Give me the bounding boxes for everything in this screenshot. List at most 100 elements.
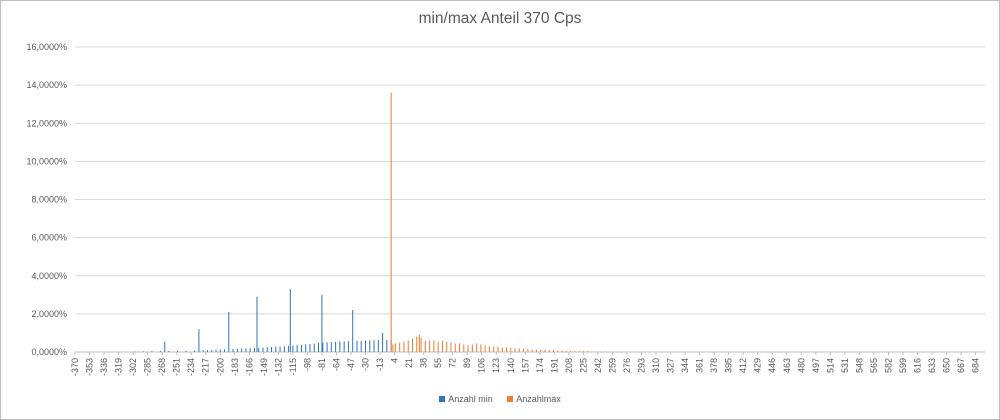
x-tick-label: 446 [767, 358, 777, 373]
x-tick-label: 327 [666, 358, 676, 373]
x-tick-label: -234 [186, 358, 196, 376]
y-tick-label: 2,0000% [31, 309, 67, 319]
bar-anzahlmax [394, 343, 396, 352]
x-tick-label: -81 [317, 358, 327, 371]
bar-anzahl-min [330, 342, 332, 352]
bar-anzahlmax [582, 351, 584, 352]
legend-label-min: Anzahl min [448, 394, 493, 404]
x-tick-label: 565 [869, 358, 879, 373]
x-tick-label: -183 [230, 358, 240, 376]
x-tick-label: 21 [404, 358, 414, 368]
bar-anzahl-min [142, 351, 144, 352]
bar-anzahlmax [403, 341, 405, 352]
bar-anzahl-min [219, 349, 221, 352]
bar-anzahl-min [322, 342, 324, 352]
bar-anzahl-min [283, 346, 285, 352]
x-tick-label: 599 [898, 358, 908, 373]
bar-anzahl-min [386, 339, 388, 352]
bar-anzahlmax [450, 342, 452, 352]
bar-anzahl-min [134, 351, 136, 353]
bar-anzahlmax [441, 340, 443, 352]
bar-anzahl-min [256, 296, 258, 352]
x-tick-label: -336 [99, 358, 109, 376]
bar-anzahl-min [241, 348, 243, 352]
bar-anzahl-min [318, 343, 320, 352]
x-tick-label: 310 [651, 358, 661, 373]
bar-anzahl-min [262, 347, 264, 352]
x-tick-label: 89 [462, 358, 472, 368]
bar-anzahlmax [501, 347, 503, 352]
bar-anzahl-min [215, 349, 217, 352]
bar-anzahlmax [565, 350, 567, 352]
x-tick-label: 242 [593, 358, 603, 373]
bar-anzahlmax [604, 351, 606, 353]
bar-anzahlmax [514, 348, 516, 352]
x-tick-label: 480 [796, 358, 806, 373]
bar-anzahl-min [253, 347, 255, 352]
x-tick-label: -132 [273, 358, 283, 376]
bar-anzahlmax [578, 351, 580, 352]
x-tick-label: -353 [85, 358, 95, 376]
bar-anzahl-min [279, 346, 281, 352]
bar-anzahlmax [420, 337, 422, 352]
x-tick-label: 344 [680, 358, 690, 373]
x-tick-label: -319 [114, 358, 124, 376]
x-tick-label: -149 [259, 358, 269, 376]
bar-anzahlmax [548, 350, 550, 352]
x-tick-label: -64 [331, 358, 341, 371]
bar-anzahl-min [275, 346, 277, 352]
bar-anzahl-min [296, 345, 298, 352]
bar-anzahlmax [484, 345, 486, 352]
x-tick-label: -13 [375, 358, 385, 371]
bar-anzahlmax [591, 351, 593, 352]
bar-anzahl-min [300, 344, 302, 352]
bar-anzahlmax [476, 343, 478, 352]
x-tick-label: 72 [448, 358, 458, 368]
bar-anzahlmax [433, 340, 435, 352]
x-tick-label: 650 [942, 358, 952, 373]
bar-anzahl-min [206, 350, 208, 352]
x-tick-label: 174 [535, 358, 545, 373]
x-tick-label: 616 [912, 358, 922, 373]
x-tick-label: 463 [782, 358, 792, 373]
x-tick-label: -115 [288, 358, 298, 375]
bar-anzahlmax [523, 348, 525, 352]
bar-anzahlmax [557, 350, 559, 352]
bar-anzahlmax [412, 338, 414, 352]
x-tick-label: -302 [128, 358, 138, 376]
legend-item-max: Anzahlmax [507, 394, 561, 404]
bar-anzahl-min [321, 294, 323, 352]
bar-anzahl-min [356, 340, 358, 352]
x-tick-label: 38 [419, 358, 429, 368]
y-tick-label: 8,0000% [31, 195, 67, 205]
bar-anzahlmax [552, 350, 554, 352]
bar-anzahl-min [326, 342, 328, 352]
bar-anzahl-min [305, 344, 307, 352]
bar-anzahl-min [202, 350, 204, 352]
bar-anzahlmax [416, 336, 418, 352]
bar-anzahl-min [377, 339, 379, 352]
y-tick-label: 4,0000% [31, 271, 67, 281]
x-tick-label: -268 [157, 358, 167, 376]
bar-anzahl-min [352, 310, 354, 352]
bar-anzahlmax [570, 350, 572, 352]
y-tick-label: 12,0000% [26, 118, 67, 128]
bar-anzahl-min [258, 347, 260, 352]
x-tick-label: -166 [244, 358, 254, 376]
x-tick-label: 497 [811, 358, 821, 373]
x-tick-label: 633 [927, 358, 937, 373]
bar-anzahlmax [608, 351, 610, 353]
bar-anzahlmax [544, 349, 546, 352]
x-tick-label: -30 [361, 358, 371, 371]
x-tick-label: 293 [637, 358, 647, 373]
bar-anzahl-min [347, 341, 349, 352]
bar-anzahlmax [587, 351, 589, 352]
bar-anzahlmax [506, 347, 508, 352]
x-tick-label: 667 [956, 358, 966, 373]
x-tick-label: 582 [883, 358, 893, 373]
bar-anzahlmax [510, 347, 512, 352]
x-tick-label: 4 [390, 358, 400, 363]
legend-item-min: Anzahl min [439, 394, 493, 404]
bar-anzahlmax [488, 346, 490, 352]
